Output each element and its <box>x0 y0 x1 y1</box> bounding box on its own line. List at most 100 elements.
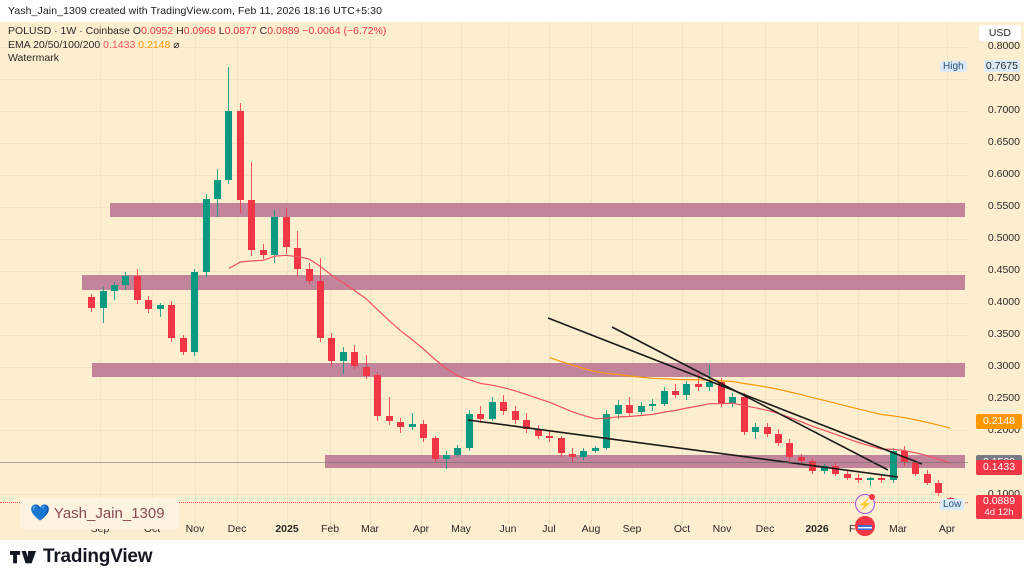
candle-body[interactable] <box>740 397 748 432</box>
candle-body[interactable] <box>820 466 828 472</box>
candle-body[interactable] <box>866 477 874 481</box>
candle-body[interactable] <box>614 404 622 414</box>
candle-body[interactable] <box>431 438 439 459</box>
candle-body[interactable] <box>637 406 645 413</box>
candle-body[interactable] <box>408 424 416 427</box>
candle-body[interactable] <box>500 402 508 412</box>
candle-body[interactable] <box>752 426 760 432</box>
candle-body[interactable] <box>591 448 599 451</box>
currency-selector[interactable]: USD <box>978 25 1021 41</box>
candle-body[interactable] <box>317 280 324 338</box>
ema-20-tag[interactable]: 0.1433 <box>976 459 1022 475</box>
candle-body[interactable] <box>889 450 897 481</box>
time-axis[interactable]: Sep Oct Nov Dec 2025 Feb Mar Apr May Jun Jul Aug Sep… <box>0 520 968 540</box>
candle-body[interactable] <box>671 390 679 395</box>
candle-body[interactable] <box>454 448 462 455</box>
candle-body[interactable] <box>763 426 771 435</box>
candle-body[interactable] <box>202 198 210 272</box>
candle-body[interactable] <box>271 216 279 256</box>
candle-body[interactable] <box>546 435 553 439</box>
candle-body[interactable] <box>878 477 885 481</box>
candle-body[interactable] <box>294 247 302 270</box>
candle-body[interactable] <box>843 473 851 478</box>
candle-body[interactable] <box>488 402 496 419</box>
last-price-tag[interactable]: 0.0889 4d 12h <box>976 494 1022 519</box>
inner-resistance[interactable] <box>611 326 889 471</box>
candle-body[interactable] <box>855 477 863 481</box>
candle-body[interactable] <box>133 275 141 300</box>
candle-wick <box>159 302 161 317</box>
candle-body[interactable] <box>191 271 199 353</box>
channel-lower[interactable] <box>467 419 899 478</box>
candle-body[interactable] <box>259 250 267 256</box>
candle-body[interactable] <box>351 352 359 367</box>
lightning-alert-icon[interactable]: ⚡ <box>855 494 875 514</box>
candle-body[interactable] <box>110 285 118 291</box>
price-tick-label: 0.6500 <box>987 136 1020 149</box>
candle-body[interactable] <box>236 110 244 201</box>
candle-body[interactable] <box>88 297 95 308</box>
candle-body[interactable] <box>213 179 221 199</box>
candle-body[interactable] <box>923 473 931 483</box>
candle-body[interactable] <box>694 384 702 387</box>
candle-body[interactable] <box>717 381 725 404</box>
candle-body[interactable] <box>603 413 611 449</box>
candle-body[interactable] <box>145 299 153 309</box>
grid-line-vertical <box>508 22 509 520</box>
legend-low-label: L <box>218 25 225 37</box>
candle-body[interactable] <box>683 384 691 395</box>
candle-body[interactable] <box>706 381 714 387</box>
ema-50-line[interactable] <box>549 357 951 429</box>
candle-body[interactable] <box>935 482 943 494</box>
time-tick <box>898 520 899 524</box>
time-tick <box>370 520 371 524</box>
candle-body[interactable] <box>912 462 920 474</box>
candle-body[interactable] <box>442 454 450 459</box>
time-tick-label: Apr <box>938 523 956 535</box>
ema-20-line[interactable] <box>228 254 951 464</box>
legend-ema-value-3: ⌀ <box>173 38 180 51</box>
legend-ema-label[interactable]: EMA 20/50/100/200 <box>8 38 101 51</box>
candle-body[interactable] <box>626 404 634 413</box>
legend-high-value: 0.0968 <box>183 25 216 37</box>
candle-body[interactable] <box>374 375 382 417</box>
candle-body[interactable] <box>156 305 164 309</box>
candle-body[interactable] <box>420 424 427 439</box>
candle-body[interactable] <box>465 413 473 449</box>
candle-body[interactable] <box>729 397 737 404</box>
candle-body[interactable] <box>99 291 107 308</box>
candle-body[interactable] <box>305 269 313 281</box>
candle-body[interactable] <box>477 413 485 419</box>
candle-body[interactable] <box>122 275 130 286</box>
ema-50-tag[interactable]: 0.2148 <box>976 413 1022 429</box>
candle-body[interactable] <box>534 429 542 436</box>
candle-body[interactable] <box>511 411 519 421</box>
candle-body[interactable] <box>397 421 405 427</box>
chart-plot-area[interactable] <box>0 22 968 520</box>
flag-icon[interactable] <box>855 516 875 536</box>
candle-body[interactable] <box>797 457 805 462</box>
candle-body[interactable] <box>580 450 588 458</box>
candle-body[interactable] <box>660 390 668 404</box>
candle-body[interactable] <box>568 453 576 458</box>
candle-body[interactable] <box>775 434 782 444</box>
candle-body[interactable] <box>168 305 176 339</box>
candle-body[interactable] <box>786 443 794 458</box>
legend-interval[interactable]: 1W <box>60 25 77 37</box>
candle-body[interactable] <box>362 366 370 376</box>
candle-body[interactable] <box>557 438 565 454</box>
flag-glyph <box>858 519 872 533</box>
price-axis[interactable]: USD 0.8000 0.7500 0.7000 0.6500 0.6000 0.5500… <box>940 22 1024 540</box>
candle-body[interactable] <box>179 338 187 353</box>
candle-body[interactable] <box>385 416 393 422</box>
candle-body[interactable] <box>832 466 840 474</box>
candle-body[interactable] <box>523 420 531 430</box>
legend-symbol[interactable]: POLUSD <box>8 25 52 37</box>
candle-body[interactable] <box>282 216 290 248</box>
legend-line-watermark[interactable]: Watermark <box>8 52 59 64</box>
candle-body[interactable] <box>649 403 656 407</box>
candle-body[interactable] <box>339 352 347 362</box>
candle-body[interactable] <box>225 110 233 180</box>
candle-body[interactable] <box>328 337 336 362</box>
candle-body[interactable] <box>248 200 256 251</box>
